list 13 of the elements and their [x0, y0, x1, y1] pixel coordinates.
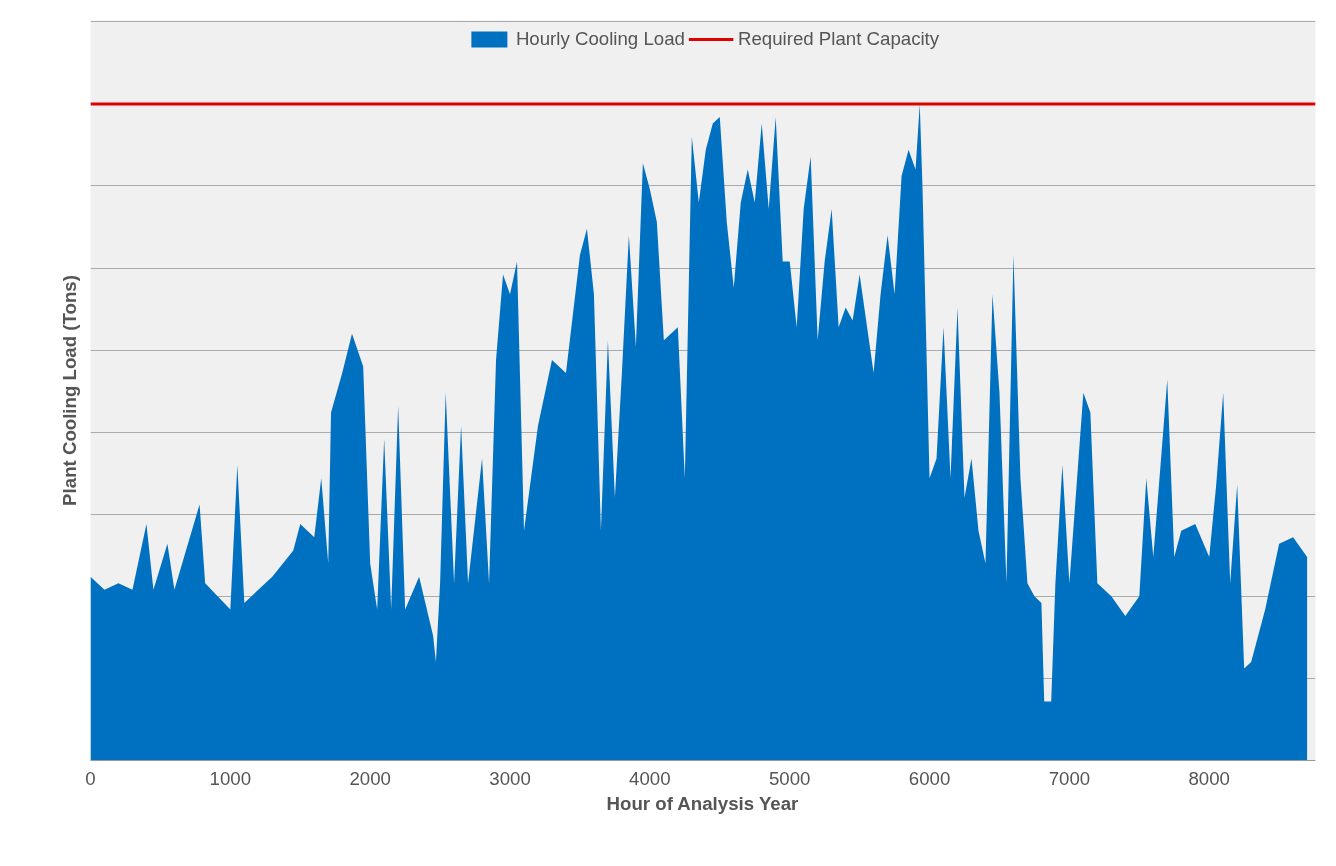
x-axis-title: Hour of Analysis Year — [606, 792, 799, 814]
x-tick-label: 0 — [85, 767, 96, 789]
x-tick-label: 1000 — [209, 767, 252, 789]
legend-label: Hourly Cooling Load — [515, 28, 685, 50]
y-axis-title: Plant Cooling Load (Tons) — [58, 275, 80, 506]
x-tick-label: 4000 — [629, 767, 671, 789]
x-tick-label: 5000 — [768, 767, 811, 789]
x-tick-label: 8000 — [1188, 767, 1230, 789]
x-tick-label: 3000 — [489, 767, 531, 789]
legend-label: Required Plant Capacity — [737, 28, 940, 50]
x-tick-label: 6000 — [908, 767, 951, 789]
x-tick-label: 2000 — [349, 767, 391, 789]
x-tick-label: 7000 — [1048, 767, 1091, 789]
